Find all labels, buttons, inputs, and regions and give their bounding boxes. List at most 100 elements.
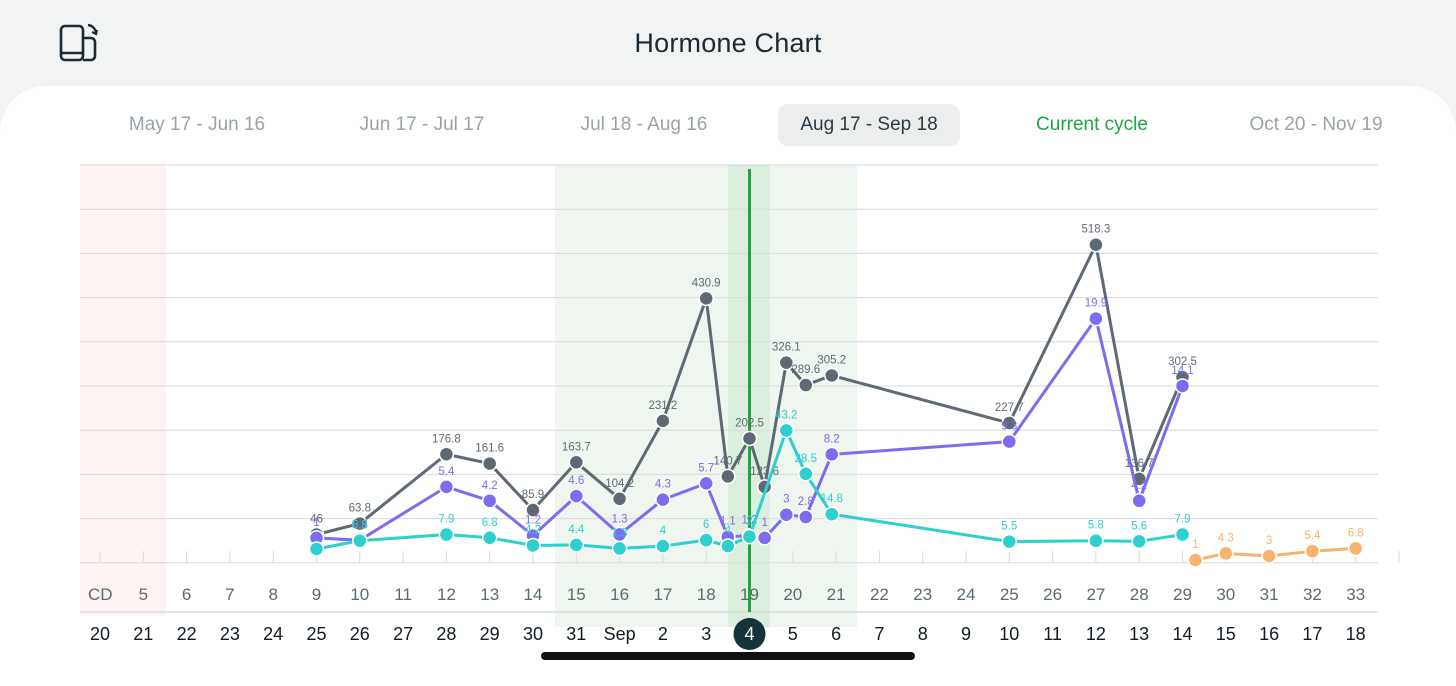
gray-series-value-label: 202.5 (735, 417, 764, 429)
gray-series-point (778, 354, 795, 371)
purple-series-value-label: 4.6 (568, 475, 584, 487)
orange-series-value-label: 6.8 (1348, 527, 1364, 539)
tab-cycle-jun-jul[interactable]: Jun 17 - Jul 17 (359, 114, 485, 135)
date-label: 21 (133, 624, 153, 644)
selected-date-badge (733, 618, 766, 650)
gray-series-value-label: 231.2 (649, 400, 678, 412)
teal-series-value-label: 5.6 (1131, 520, 1147, 532)
orange-series-value-label: 3 (1266, 535, 1272, 547)
orange-series-point (1304, 543, 1321, 559)
teal-series-point (352, 532, 368, 549)
purple-series-point (655, 491, 671, 508)
cycle-day-label: 24 (957, 585, 976, 604)
teal-series-value-label: 4 (660, 525, 667, 537)
cycle-day-label: 5 (139, 585, 148, 604)
purple-series-value-label: 1.2 (525, 515, 541, 527)
purple-series-point (1174, 378, 1191, 394)
home-indicator[interactable] (541, 652, 915, 660)
date-label: 26 (350, 624, 370, 644)
date-label: 8 (918, 624, 928, 644)
purple-series-value-label: 4.2 (1131, 480, 1147, 492)
orange-series-point (1347, 540, 1364, 557)
cycle-day-label: 25 (1000, 585, 1019, 604)
date-label: 29 (480, 624, 500, 644)
teal-series-value-label: 7.9 (438, 514, 454, 526)
purple-series-point (438, 479, 455, 495)
cycle-day-label: 30 (1216, 585, 1235, 604)
date-label: 3 (701, 624, 711, 644)
date-label: 30 (523, 624, 543, 644)
tab-cycle-aug-sep[interactable]: Aug 17 - Sep 18 (778, 104, 960, 146)
purple-series-value-label: 3 (783, 494, 789, 506)
gray-series-value-label: 63.8 (349, 503, 371, 515)
cycle-day-label: 31 (1260, 585, 1279, 604)
purple-series-value-label: 8.2 (824, 433, 840, 445)
tab-cycle-jul-aug[interactable]: Jul 18 - Aug 16 (580, 114, 708, 135)
date-label: 28 (436, 624, 456, 644)
gray-series-value-label: 176.8 (432, 433, 461, 445)
purple-series-point (1088, 310, 1104, 327)
purple-series-value-label: 14.1 (1171, 365, 1193, 377)
gray-series-value-label: 430.9 (692, 277, 721, 289)
cycle-day-label: 7 (225, 585, 234, 604)
date-label: 23 (220, 624, 240, 644)
gray-series-point (568, 454, 585, 471)
cycle-day-label: 19 (740, 585, 759, 604)
purple-series-value-label: 1 (313, 517, 319, 529)
gray-series-value-label: 163.7 (562, 441, 591, 453)
cycle-day-label: 28 (1130, 585, 1149, 604)
cycle-day-label: 8 (268, 585, 277, 604)
purple-series-point (756, 530, 773, 546)
date-label: 24 (263, 624, 283, 644)
teal-series-value-label: 5.8 (352, 520, 368, 532)
period-band (80, 165, 166, 616)
cycle-day-label: 13 (480, 585, 499, 604)
date-label: 7 (874, 624, 884, 644)
teal-series-point (611, 540, 628, 557)
cycle-tabs: May 17 - Jun 16 Jun 17 - Jul 17 Jul 18 -… (0, 104, 1456, 146)
gray-series-point (741, 430, 758, 447)
phone-rotate-icon[interactable] (58, 22, 102, 64)
purple-series-point (824, 446, 840, 463)
cycle-day-label: 20 (783, 585, 802, 604)
teal-series-point (481, 530, 498, 546)
cycle-day-label: 22 (870, 585, 889, 604)
teal-series-point (1174, 526, 1191, 543)
tab-cycle-oct-nov[interactable]: Oct 20 - Nov 19 (1249, 114, 1383, 135)
purple-series-value-label: 1.1 (720, 516, 736, 528)
cycle-day-label: 18 (697, 585, 716, 604)
purple-series-point (698, 475, 714, 492)
date-label: 9 (961, 624, 971, 644)
tab-cycle-may-jun[interactable]: May 17 - Jun 16 (128, 114, 266, 135)
page-title: Hormone Chart (634, 28, 822, 58)
tab-current-cycle[interactable]: Current cycle (1036, 114, 1148, 135)
purple-series-value-label: 5.4 (438, 466, 455, 478)
teal-series-value-label: 2 (746, 516, 752, 528)
gray-series-value-label: 104.2 (605, 478, 634, 490)
teal-series-value-label: 4.4 (568, 524, 585, 536)
date-label: 12 (1086, 624, 1106, 644)
teal-series-point (741, 528, 758, 545)
cycle-day-label: 29 (1173, 585, 1192, 604)
purple-series-value-label: 4.2 (482, 480, 498, 492)
cycle-day-label: 17 (653, 585, 672, 604)
cycle-day-label: 21 (827, 585, 846, 604)
teal-series-value-label: 4.2 (525, 524, 541, 536)
teal-series-point (525, 537, 541, 554)
gray-series-value-label: 46 (310, 514, 323, 526)
date-label: 13 (1129, 624, 1149, 644)
date-label: 31 (566, 624, 586, 644)
purple-series-value-label: 1 (761, 517, 767, 529)
gray-series-point (438, 446, 455, 463)
orange-series-point (1218, 545, 1234, 562)
cycle-day-label: 26 (1043, 585, 1062, 604)
date-label: 20 (90, 624, 110, 644)
purple-series-value-label: 1.3 (612, 513, 628, 525)
date-label: 22 (177, 624, 197, 644)
gray-series-point (655, 413, 671, 429)
date-label: 14 (1172, 624, 1192, 644)
purple-series-point (481, 493, 498, 509)
gray-series-point (1001, 415, 1018, 431)
cycle-day-label: 11 (394, 585, 412, 604)
purple-series-value-label: 2.8 (798, 496, 814, 508)
